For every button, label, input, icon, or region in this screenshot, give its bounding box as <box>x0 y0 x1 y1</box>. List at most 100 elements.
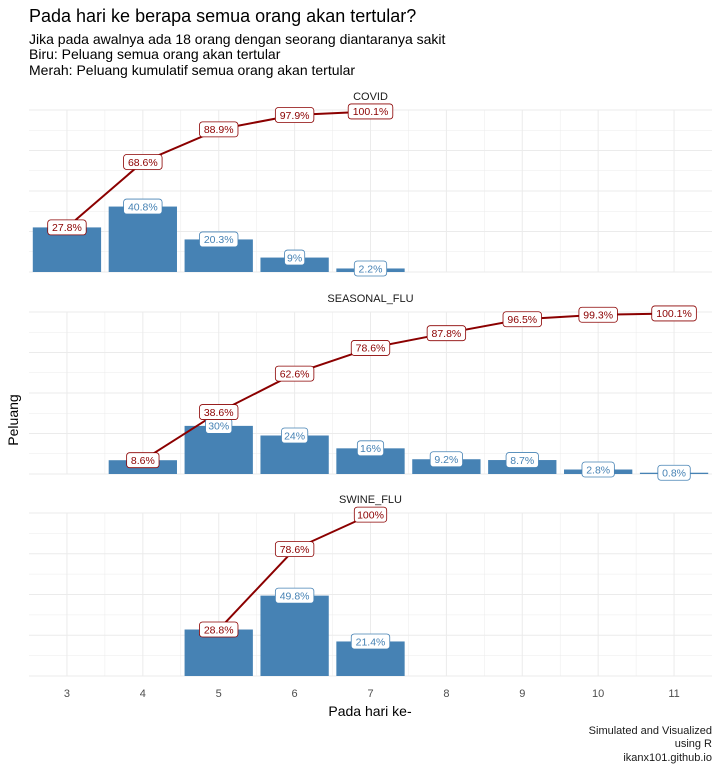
bar-day-5 <box>184 425 253 474</box>
x-tick-label-11: 11 <box>668 688 679 700</box>
cumulative-label-day-3-box <box>47 219 87 236</box>
probability-label-day-5: 30% <box>205 417 233 434</box>
cumulative-label-day-3: 27.8% <box>47 219 87 236</box>
x-tick-label-8: 8 <box>443 688 449 700</box>
cumulative-label-day-5: 88.9% <box>199 121 239 138</box>
cumulative-label-day-4-box <box>126 452 160 469</box>
probability-label-day-6: 9% <box>284 249 306 266</box>
cumulative-label-day-7: 78.6% <box>350 340 391 356</box>
x-tick-label-4: 4 <box>140 688 146 700</box>
cumulative-label-day-6-box <box>274 365 315 382</box>
probability-label-day-11: 0.8% <box>657 464 691 481</box>
probability-label-day-7-box <box>356 440 385 457</box>
probability-label-day-7-box <box>350 633 391 650</box>
probability-label-day-9-box <box>505 452 539 468</box>
panel-swine-flu: SWINE_FLU 49.8% 21.4% 28.8% 78.6% 100% <box>29 494 712 677</box>
cumulative-label-day-4: 68.6% <box>123 154 163 170</box>
probability-label-day-6-box <box>281 427 309 444</box>
cumulative-label-day-7-text: 100% <box>357 509 384 521</box>
cumulative-label-day-4-text: 68.6% <box>128 157 158 169</box>
probability-label-day-5-text: 20.3% <box>204 234 234 246</box>
x-tick-label-9: 9 <box>519 688 525 700</box>
probability-label-day-5-box <box>199 231 239 248</box>
cumulative-label-day-7-box <box>350 340 391 356</box>
x-axis-ticks: 3 4 5 6 7 8 9 10 11 <box>64 688 680 700</box>
caption-line-3: ikanx101.github.io <box>623 752 712 764</box>
probability-labels: 30% 24% 16% 9.2% 8.7% 2.8% 0.8% <box>205 417 691 481</box>
probability-label-day-4-text: 40.8% <box>128 201 158 213</box>
probability-label-day-10-text: 2.8% <box>586 464 610 476</box>
cumulative-label-day-6: 62.6% <box>274 365 315 382</box>
cumulative-label-day-6: 78.6% <box>274 541 315 558</box>
cumulative-labels: 8.6% 38.6% 62.6% 78.6% 87.8% 96.5% 99.3% 100.1% <box>126 305 697 469</box>
probability-label-day-4-box <box>123 198 163 215</box>
probability-label-day-8-box <box>429 451 463 468</box>
probability-label-day-6: 24% <box>281 427 309 444</box>
probability-label-day-7: 2.2% <box>353 260 388 277</box>
cumulative-labels: 28.8% 78.6% 100% <box>199 506 388 638</box>
panel-strip-label: COVID <box>353 91 388 103</box>
cumulative-label-day-7-box <box>353 506 388 523</box>
cumulative-label-day-7-text: 78.6% <box>356 343 386 355</box>
cumulative-label-day-10: 99.3% <box>578 306 618 323</box>
x-axis-title: Pada hari ke- <box>328 703 412 719</box>
cumulative-label-day-3-text: 27.8% <box>52 222 82 234</box>
cumulative-label-day-10-box <box>578 306 618 323</box>
probability-label-day-7-box <box>353 260 388 277</box>
probability-label-day-7: 21.4% <box>350 633 391 650</box>
panel-strip-label: SEASONAL_FLU <box>327 293 413 305</box>
cumulative-label-day-4-text: 8.6% <box>131 455 155 467</box>
cumulative-label-day-6-text: 78.6% <box>280 544 310 556</box>
probability-label-day-7-text: 2.2% <box>359 263 383 275</box>
probability-label-day-6-text: 24% <box>284 430 305 442</box>
probability-label-day-11-box <box>657 464 691 481</box>
cumulative-label-day-6-text: 97.9% <box>280 110 310 122</box>
cumulative-label-day-8-text: 87.8% <box>431 328 461 340</box>
probability-label-day-5-text: 30% <box>208 421 229 433</box>
probability-label-day-7: 16% <box>356 440 385 457</box>
cumulative-label-day-5: 38.6% <box>199 404 239 420</box>
cumulative-label-day-7: 100.1% <box>347 103 394 120</box>
probability-label-day-6: 49.8% <box>274 587 315 604</box>
probability-label-day-4: 40.8% <box>123 198 163 215</box>
caption-line-2: using R <box>675 738 712 750</box>
cumulative-label-day-4-box <box>123 154 163 170</box>
cumulative-label-day-7-box <box>347 103 394 120</box>
cumulative-label-day-11-text: 100.1% <box>656 308 692 320</box>
cumulative-label-day-8-box <box>426 325 467 342</box>
cumulative-label-day-6-text: 62.6% <box>280 368 310 380</box>
cumulative-label-day-10-text: 99.3% <box>583 310 613 322</box>
cumulative-label-day-9-box <box>502 311 542 328</box>
cumulative-label-day-7-text: 100.1% <box>353 106 389 118</box>
cumulative-label-day-6-box <box>274 541 315 558</box>
cumulative-label-day-4: 8.6% <box>126 452 160 469</box>
probability-label-day-8: 9.2% <box>429 451 463 468</box>
chart-title: Pada hari ke berapa semua orang akan ter… <box>29 6 416 26</box>
cumulative-label-day-6-box <box>274 107 315 123</box>
cumulative-label-day-5-box <box>199 404 239 420</box>
cumulative-label-day-5-box <box>199 121 239 138</box>
cumulative-label-day-9-text: 96.5% <box>507 314 537 326</box>
x-tick-label-3: 3 <box>64 688 70 700</box>
probability-label-day-10-box <box>581 461 615 478</box>
probability-label-day-6-box <box>274 587 315 604</box>
panel-covid: COVID 40.8% 20.3% 9% 2.2% 27.8% 68.6% 88.9% 97.9… <box>29 91 712 277</box>
bar-series <box>184 595 405 676</box>
cumulative-label-day-5-text: 38.6% <box>204 407 234 419</box>
facet-panels: COVID 40.8% 20.3% 9% 2.2% 27.8% 68.6% 88.9% 97.9… <box>29 91 712 677</box>
cumulative-label-day-6: 97.9% <box>274 107 315 123</box>
probability-labels: 49.8% 21.4% <box>274 587 391 650</box>
y-axis-title: Peluang <box>5 394 21 445</box>
cumulative-labels: 27.8% 68.6% 88.9% 97.9% 100.1% <box>47 103 394 236</box>
chart-subtitle-line-2: Biru: Peluang semua orang akan tertular <box>29 46 281 62</box>
probability-label-day-11-text: 0.8% <box>662 468 686 480</box>
probability-label-day-9-text: 8.7% <box>510 455 534 467</box>
probability-label-day-6-text: 9% <box>287 252 302 264</box>
cumulative-label-day-5-box <box>199 621 239 638</box>
x-tick-label-7: 7 <box>367 688 373 700</box>
cumulative-label-day-9: 96.5% <box>502 311 542 328</box>
x-tick-label-10: 10 <box>592 688 604 700</box>
bar-series <box>32 206 405 272</box>
probability-label-day-6-box <box>284 249 306 266</box>
probability-label-day-8-text: 9.2% <box>434 454 458 466</box>
